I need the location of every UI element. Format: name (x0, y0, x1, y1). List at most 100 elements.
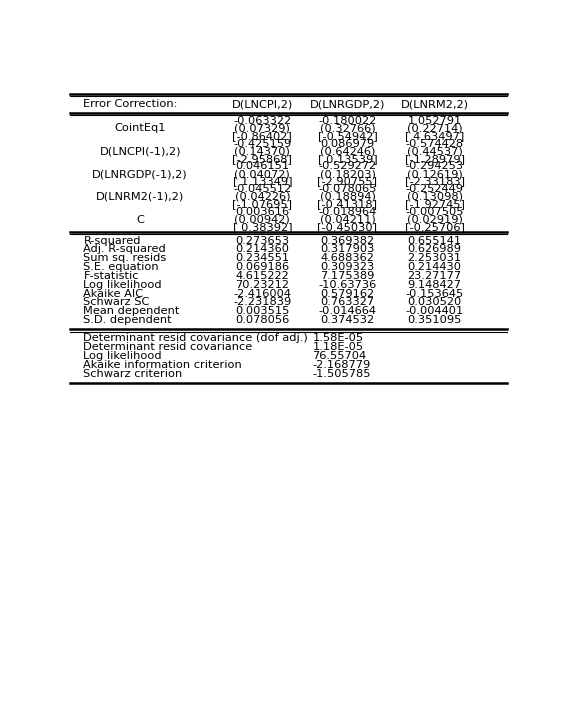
Text: (0.14370): (0.14370) (234, 146, 291, 156)
Text: Akaike information criterion: Akaike information criterion (83, 360, 242, 370)
Text: [ 1.13349]: [ 1.13349] (233, 177, 292, 187)
Text: (0.44537): (0.44537) (407, 146, 463, 156)
Text: 4.615222: 4.615222 (235, 271, 289, 281)
Text: 0.078056: 0.078056 (235, 316, 289, 325)
Text: 70.23212: 70.23212 (235, 280, 289, 290)
Text: [-1.28979]: [-1.28979] (405, 153, 464, 164)
Text: (0.04072): (0.04072) (234, 169, 291, 179)
Text: [-1.92745]: [-1.92745] (405, 199, 464, 209)
Text: Akaike AIC: Akaike AIC (83, 289, 144, 299)
Text: 0.046151: 0.046151 (235, 161, 289, 172)
Text: -0.294253: -0.294253 (406, 161, 464, 172)
Text: 0.234551: 0.234551 (235, 253, 289, 263)
Text: 4.688362: 4.688362 (320, 253, 374, 263)
Text: D(LNRGDP(-1),2): D(LNRGDP(-1),2) (92, 169, 188, 179)
Text: D(LNRM2(-1),2): D(LNRM2(-1),2) (96, 192, 184, 202)
Text: -0.063322: -0.063322 (233, 116, 292, 126)
Text: (0.04211): (0.04211) (320, 215, 376, 225)
Text: 0.374532: 0.374532 (320, 316, 374, 325)
Text: 0.030520: 0.030520 (408, 297, 462, 308)
Text: [ 0.38392]: [ 0.38392] (233, 222, 292, 233)
Text: (0.12619): (0.12619) (407, 169, 463, 179)
Text: 23.27177: 23.27177 (408, 271, 462, 281)
Text: Mean dependent: Mean dependent (83, 306, 180, 316)
Text: 9.148427: 9.148427 (408, 280, 462, 290)
Text: 0.763327: 0.763327 (320, 297, 374, 308)
Text: (0.00942): (0.00942) (234, 215, 291, 225)
Text: -10.63736: -10.63736 (318, 280, 377, 290)
Text: [-2.95868]: [-2.95868] (233, 153, 292, 164)
Text: 0.369382: 0.369382 (320, 236, 374, 246)
Text: (0.13098): (0.13098) (406, 192, 463, 202)
Text: (0.04226): (0.04226) (235, 192, 290, 202)
Text: -2.168779: -2.168779 (312, 360, 371, 370)
Text: -0.529272: -0.529272 (319, 161, 377, 172)
Text: 0.214360: 0.214360 (235, 244, 289, 254)
Text: -0.574428: -0.574428 (406, 139, 464, 148)
Text: 0.351095: 0.351095 (408, 316, 462, 325)
Text: Determinant resid covariance: Determinant resid covariance (83, 342, 253, 352)
Text: (0.32766): (0.32766) (320, 123, 376, 133)
Text: -0.014664: -0.014664 (319, 306, 377, 316)
Text: C: C (136, 215, 144, 225)
Text: R-squared: R-squared (83, 236, 141, 246)
Text: 0.626989: 0.626989 (408, 244, 462, 254)
Text: Error Correction:: Error Correction: (83, 99, 178, 109)
Text: 0.003616: 0.003616 (235, 207, 289, 217)
Text: 1.052791: 1.052791 (408, 116, 462, 126)
Text: S.E. equation: S.E. equation (83, 262, 159, 272)
Text: 0.655141: 0.655141 (408, 236, 462, 246)
Text: [-1.07695]: [-1.07695] (233, 199, 292, 209)
Text: -0.078065: -0.078065 (318, 185, 377, 194)
Text: Schwarz SC: Schwarz SC (83, 297, 150, 308)
Text: (0.64246): (0.64246) (320, 146, 375, 156)
Text: -0.252449: -0.252449 (406, 185, 464, 194)
Text: 0.069186: 0.069186 (235, 262, 289, 272)
Text: (0.07329): (0.07329) (234, 123, 291, 133)
Text: [-2.90755]: [-2.90755] (318, 177, 377, 187)
Text: -0.045512: -0.045512 (233, 185, 292, 194)
Text: (0.18894): (0.18894) (320, 192, 376, 202)
Text: (0.22714): (0.22714) (407, 123, 463, 133)
Text: Log likelihood: Log likelihood (83, 351, 162, 361)
Text: CointEq1: CointEq1 (114, 123, 166, 133)
Text: [-0.25706]: [-0.25706] (405, 222, 464, 233)
Text: (0.02919): (0.02919) (407, 215, 463, 225)
Text: 0.214430: 0.214430 (408, 262, 462, 272)
Text: D(LNRM2,2): D(LNRM2,2) (401, 99, 469, 109)
Text: D(LNRGDP,2): D(LNRGDP,2) (310, 99, 385, 109)
Text: 0.273653: 0.273653 (235, 236, 289, 246)
Text: F-statistic: F-statistic (83, 271, 139, 281)
Text: [-0.54942]: [-0.54942] (318, 131, 377, 141)
Text: -0.153645: -0.153645 (405, 289, 464, 299)
Text: 0.003515: 0.003515 (235, 306, 289, 316)
Text: -0.180022: -0.180022 (318, 116, 377, 126)
Text: Determinant resid covariance (dof adj.): Determinant resid covariance (dof adj.) (83, 334, 308, 343)
Text: D(LNCPI,2): D(LNCPI,2) (232, 99, 293, 109)
Text: 2.253031: 2.253031 (408, 253, 462, 263)
Text: 76.55704: 76.55704 (312, 351, 367, 361)
Text: [ 0.13539]: [ 0.13539] (318, 153, 377, 164)
Text: 0.309323: 0.309323 (320, 262, 374, 272)
Text: 0.317903: 0.317903 (320, 244, 374, 254)
Text: [-2.33183]: [-2.33183] (405, 177, 464, 187)
Text: D(LNCPI(-1),2): D(LNCPI(-1),2) (100, 146, 181, 156)
Text: (0.18203): (0.18203) (320, 169, 376, 179)
Text: [-0.41318]: [-0.41318] (318, 199, 377, 209)
Text: -0.004401: -0.004401 (405, 306, 464, 316)
Text: -2.231839: -2.231839 (233, 297, 292, 308)
Text: S.D. dependent: S.D. dependent (83, 316, 172, 325)
Text: 1.18E-05: 1.18E-05 (312, 342, 364, 352)
Text: Schwarz criterion: Schwarz criterion (83, 369, 183, 379)
Text: 1.58E-05: 1.58E-05 (312, 334, 364, 343)
Text: -2.416004: -2.416004 (233, 289, 292, 299)
Text: [ 4.63497]: [ 4.63497] (405, 131, 464, 141)
Text: 7.175389: 7.175389 (320, 271, 374, 281)
Text: Adj. R-squared: Adj. R-squared (83, 244, 166, 254)
Text: Log likelihood: Log likelihood (83, 280, 162, 290)
Text: -1.505785: -1.505785 (312, 369, 371, 379)
Text: -0.425159: -0.425159 (233, 139, 292, 148)
Text: [-0.45030]: [-0.45030] (318, 222, 377, 233)
Text: [-0.86402]: [-0.86402] (233, 131, 292, 141)
Text: 0.086979: 0.086979 (320, 139, 374, 148)
